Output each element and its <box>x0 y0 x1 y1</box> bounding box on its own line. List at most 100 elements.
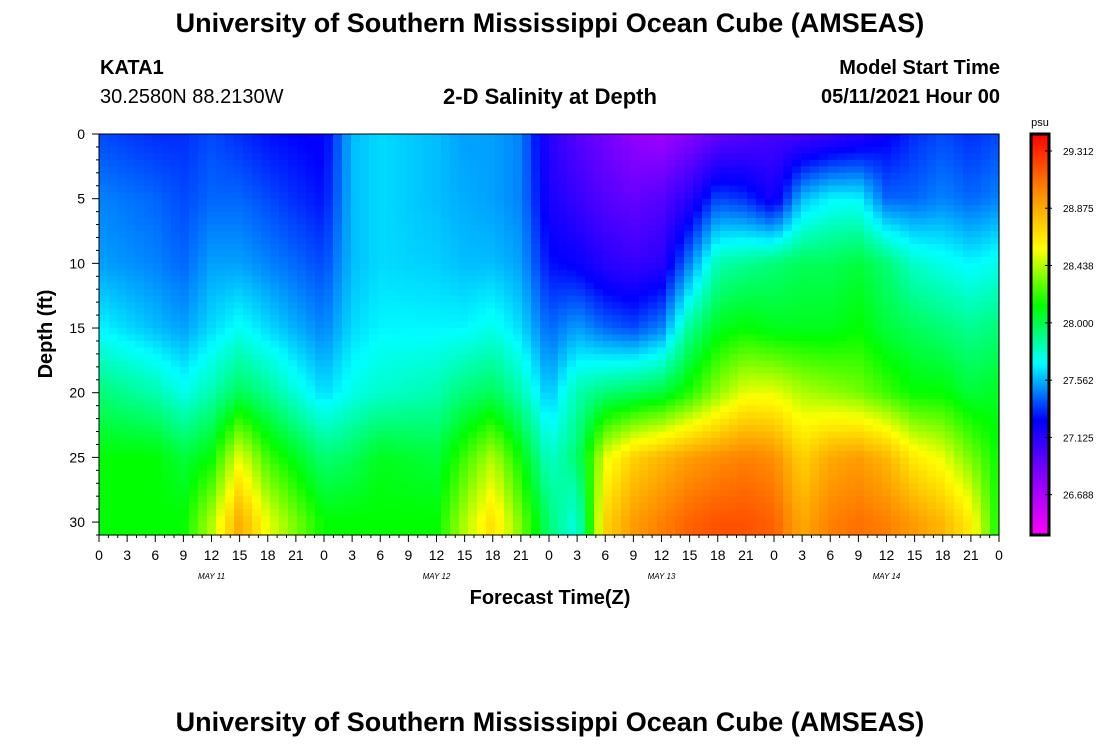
heatmap-cell <box>792 502 802 510</box>
heatmap-cell <box>189 328 199 336</box>
heatmap-cell <box>387 237 397 245</box>
heatmap-cell <box>549 256 559 264</box>
heatmap-cell <box>297 308 307 316</box>
heatmap-cell <box>729 250 739 258</box>
heatmap-cell <box>108 211 118 219</box>
heatmap-cell <box>432 192 442 200</box>
heatmap-cell <box>342 295 352 303</box>
heatmap-cell <box>630 386 640 394</box>
heatmap-cell <box>585 489 595 497</box>
heatmap-cell <box>531 425 541 433</box>
heatmap-cell <box>396 308 406 316</box>
heatmap-cell <box>450 302 460 310</box>
heatmap-cell <box>792 425 802 433</box>
heatmap-cell <box>549 211 559 219</box>
heatmap-cell <box>369 218 379 226</box>
heatmap-cell <box>297 483 307 491</box>
heatmap-cell <box>729 522 739 530</box>
heatmap-cell <box>819 289 829 297</box>
heatmap-cell <box>792 366 802 374</box>
heatmap-cell <box>576 353 586 361</box>
heatmap-cell <box>189 399 199 407</box>
heatmap-cell <box>297 470 307 478</box>
heatmap-cell <box>819 179 829 187</box>
heatmap-cell <box>621 412 631 420</box>
heatmap-cell <box>198 366 208 374</box>
heatmap-cell <box>585 476 595 484</box>
heatmap-cell <box>450 496 460 504</box>
heatmap-cell <box>162 263 172 271</box>
heatmap-cell <box>414 379 424 387</box>
heatmap-cell <box>324 218 334 226</box>
heatmap-cell <box>387 392 397 400</box>
heatmap-cell <box>189 360 199 368</box>
heatmap-cell <box>738 476 748 484</box>
heatmap-cell <box>567 522 577 530</box>
heatmap-cell <box>648 153 658 161</box>
heatmap-cell <box>774 159 784 167</box>
heatmap-cell <box>612 153 622 161</box>
heatmap-cell <box>711 282 721 290</box>
heatmap-cell <box>675 366 685 374</box>
heatmap-cell <box>180 470 190 478</box>
heatmap-cell <box>432 250 442 258</box>
heatmap-cell <box>603 192 613 200</box>
heatmap-cell <box>414 159 424 167</box>
heatmap-cell <box>207 172 217 180</box>
heatmap-cell <box>711 373 721 381</box>
heatmap-cell <box>306 425 316 433</box>
heatmap-cell <box>621 502 631 510</box>
heatmap-cell <box>729 295 739 303</box>
heatmap-cell <box>477 399 487 407</box>
heatmap-cell <box>693 392 703 400</box>
heatmap-cell <box>261 347 271 355</box>
heatmap-cell <box>531 353 541 361</box>
heatmap-cell <box>297 522 307 530</box>
heatmap-cell <box>495 269 505 277</box>
heatmap-cell <box>252 489 262 497</box>
heatmap-cell <box>180 334 190 342</box>
heatmap-cell <box>810 483 820 491</box>
heatmap-cell <box>657 192 667 200</box>
heatmap-cell <box>252 302 262 310</box>
heatmap-cell <box>180 263 190 271</box>
heatmap-cell <box>666 205 676 213</box>
heatmap-cell <box>405 405 415 413</box>
heatmap-cell <box>126 509 136 517</box>
heatmap-cell <box>621 172 631 180</box>
heatmap-cell <box>486 211 496 219</box>
heatmap-cell <box>162 386 172 394</box>
heatmap-cell <box>396 269 406 277</box>
heatmap-cell <box>729 489 739 497</box>
heatmap-cell <box>162 489 172 497</box>
heatmap-cell <box>378 334 388 342</box>
heatmap-cell <box>234 502 244 510</box>
heatmap-cell <box>459 476 469 484</box>
heatmap-cell <box>378 386 388 394</box>
heatmap-cell <box>243 269 253 277</box>
heatmap-cell <box>378 483 388 491</box>
heatmap-cell <box>423 263 433 271</box>
heatmap-cell <box>207 515 217 523</box>
heatmap-cell <box>693 140 703 148</box>
heatmap-cell <box>630 425 640 433</box>
heatmap-cell <box>441 295 451 303</box>
heatmap-cell <box>513 263 523 271</box>
heatmap-cell <box>711 205 721 213</box>
heatmap-cell <box>405 205 415 213</box>
heatmap-cell <box>801 256 811 264</box>
heatmap-cell <box>648 134 658 142</box>
heatmap-cell <box>810 353 820 361</box>
heatmap-cell <box>117 328 127 336</box>
heatmap-cell <box>180 347 190 355</box>
heatmap-cell <box>423 483 433 491</box>
heatmap-cell <box>747 347 757 355</box>
heatmap-cell <box>459 418 469 426</box>
heatmap-cell <box>684 437 694 446</box>
heatmap-cell <box>612 276 622 284</box>
heatmap-cell <box>513 237 523 245</box>
heatmap-cell <box>396 198 406 206</box>
heatmap-cell <box>324 502 334 510</box>
heatmap-cell <box>108 334 118 342</box>
heatmap-cell <box>747 269 757 277</box>
